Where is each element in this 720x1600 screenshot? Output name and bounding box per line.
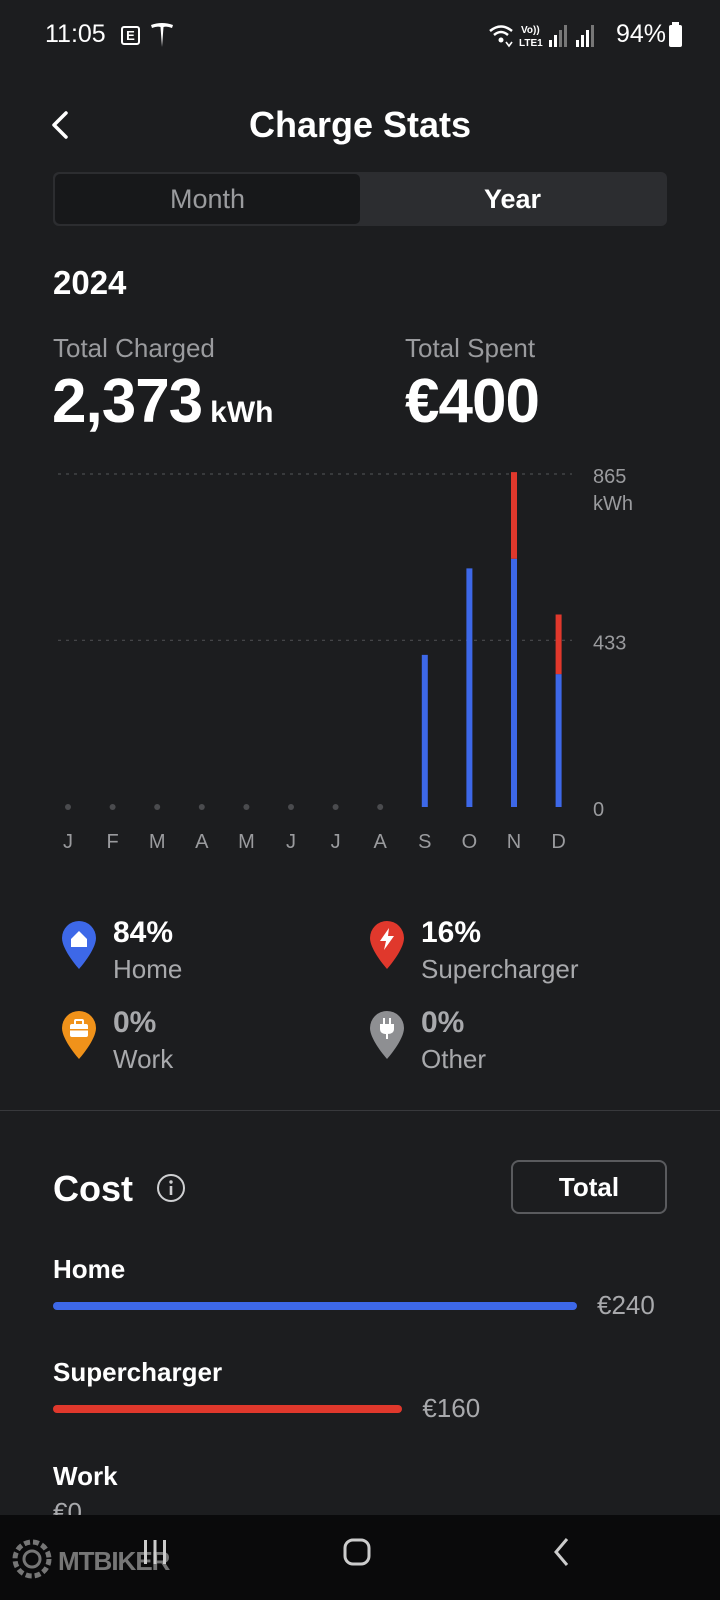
tab-year[interactable]: Year: [483, 184, 542, 214]
cost-item-name: Home: [53, 1254, 126, 1284]
briefcase-icon: [62, 1011, 96, 1059]
x-tick-label: N: [507, 831, 521, 853]
total-spent-value: €400: [405, 367, 540, 436]
cost-item-value: €160: [422, 1393, 481, 1423]
y-tick-label: 433: [593, 632, 626, 654]
cost-item-name: Supercharger: [53, 1357, 223, 1387]
cost-title: Cost: [53, 1168, 133, 1209]
x-tick-label: J: [286, 831, 296, 853]
section-divider: [0, 1110, 720, 1111]
legend-home: 84% Home: [61, 916, 361, 996]
info-icon[interactable]: [156, 1173, 186, 1203]
x-tick-label: O: [462, 831, 478, 853]
cost-filter-button[interactable]: Total: [511, 1160, 667, 1214]
x-tick-label: D: [551, 831, 565, 853]
signal-icon-2: [576, 25, 594, 47]
cost-item-value: €240: [597, 1290, 655, 1320]
recents-icon[interactable]: [140, 1537, 170, 1567]
back-icon[interactable]: [547, 1537, 577, 1567]
battery-icon: [669, 22, 682, 47]
gear-icon: [12, 1539, 52, 1579]
bar-empty-dot: [332, 804, 339, 810]
page-title: Charge Stats: [248, 104, 472, 145]
cost-item-name: Work: [53, 1461, 118, 1491]
legend-supercharger-pct: 16%: [421, 916, 482, 949]
svg-text:Vo)): Vo)): [521, 25, 540, 36]
chevron-left-icon[interactable]: [48, 110, 74, 140]
battery-percent: 94%: [615, 20, 666, 48]
connectivity-icons: Vo)) LTE1: [489, 25, 594, 49]
period-tabs: Month Year: [53, 172, 667, 226]
system-nav-bar: MTBIKER: [0, 1515, 720, 1600]
home-button-icon[interactable]: [342, 1537, 372, 1567]
x-tick-label: M: [238, 831, 255, 853]
x-tick-label: J: [63, 831, 73, 853]
legend-other-name: Other: [421, 1044, 487, 1074]
status-bar: 11:05 E Vo)) LTE1 94%: [0, 0, 720, 70]
tesla-logo-icon: [151, 23, 173, 47]
legend-supercharger: 16% Supercharger: [369, 916, 669, 996]
wifi-icon: [489, 25, 513, 48]
cost-item-bar: [53, 1405, 403, 1413]
x-tick-label: J: [331, 831, 341, 853]
bar-empty-dot: [243, 804, 250, 810]
legend-work-pct: 0%: [113, 1006, 157, 1039]
e-icon: E: [121, 26, 140, 45]
volte-icon: Vo)) LTE1: [519, 25, 543, 49]
tab-month[interactable]: Month: [55, 174, 360, 224]
plug-icon: [370, 1011, 404, 1059]
y-tick-unit: kWh: [593, 493, 633, 515]
watermark-text: MTBIKER: [58, 1546, 170, 1576]
signal-icon: [549, 25, 567, 47]
watermark: MTBIKER: [10, 1537, 210, 1581]
status-time: 11:05: [45, 20, 106, 48]
legend-home-pct: 84%: [113, 916, 174, 949]
x-tick-label: M: [149, 831, 166, 853]
x-tick-label: A: [195, 831, 209, 853]
total-charged-label: Total Charged: [53, 333, 215, 363]
x-tick-label: A: [374, 831, 388, 853]
bar-empty-dot: [65, 804, 71, 810]
legend-work-name: Work: [113, 1044, 174, 1074]
bar-empty-dot: [154, 804, 161, 810]
legend-supercharger-name: Supercharger: [421, 954, 579, 984]
cost-item-bar: [53, 1302, 577, 1310]
bolt-icon: [370, 921, 404, 969]
legend-home-name: Home: [113, 954, 183, 984]
svg-text:LTE1: LTE1: [519, 38, 543, 49]
bar-empty-dot: [377, 804, 384, 810]
period-label: 2024: [53, 264, 127, 301]
total-charged-unit: kWh: [210, 396, 274, 429]
y-tick-label: 0: [593, 799, 604, 821]
legend-other: 0% Other: [369, 1006, 669, 1086]
bar-empty-dot: [198, 804, 205, 810]
total-spent-label: Total Spent: [405, 333, 536, 363]
bar-empty-dot: [288, 804, 294, 810]
x-tick-label: S: [418, 831, 431, 853]
bar-empty-dot: [109, 804, 116, 810]
legend-work: 0% Work: [61, 1006, 361, 1086]
y-tick-label: 865: [593, 466, 626, 488]
total-charged-number: 2,373: [52, 367, 203, 436]
x-tick-label: F: [106, 831, 118, 853]
legend-other-pct: 0%: [421, 1006, 465, 1039]
total-charged-value: 2,373 kWh: [52, 366, 273, 437]
monthly-charge-chart: 865 kWh 433 0 J F M A M J J A S O N D: [58, 466, 633, 853]
home-icon: [62, 921, 96, 969]
